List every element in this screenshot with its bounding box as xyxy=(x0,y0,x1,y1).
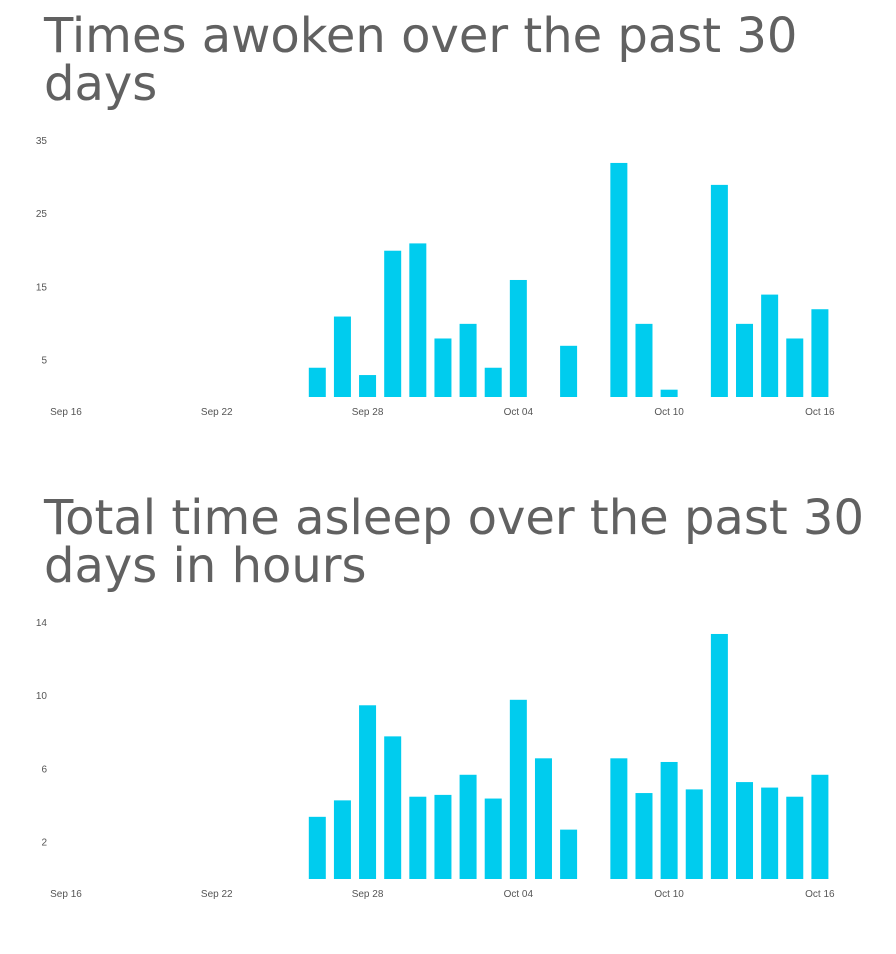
chart-title: Total time asleep over the past 30 days … xyxy=(44,490,864,594)
bar-oct-12 xyxy=(710,184,728,397)
bar-oct-04 xyxy=(509,279,527,397)
bar-oct-10 xyxy=(660,761,678,879)
bar-oct-10 xyxy=(660,389,678,397)
bar-oct-09 xyxy=(635,793,653,879)
bar-oct-15 xyxy=(786,796,804,879)
x-tick-label: Sep 22 xyxy=(201,407,233,418)
bar-oct-09 xyxy=(635,323,653,397)
x-tick-label: Sep 28 xyxy=(352,407,384,418)
bar-oct-06 xyxy=(560,345,578,397)
bar-oct-03 xyxy=(484,798,502,879)
bar-oct-03 xyxy=(484,367,502,397)
bar-sep-29 xyxy=(384,736,402,879)
bar-oct-02 xyxy=(459,323,477,397)
y-tick-label: 14 xyxy=(36,618,48,629)
bar-oct-04 xyxy=(509,699,527,879)
bar-sep-27 xyxy=(333,316,351,397)
x-tick-label: Oct 10 xyxy=(654,407,684,418)
chart-plot-times-awoken: 5 15 25 35 Sep 16 Sep 22 Sep 28 Oct 04 Oct 10 Oct… xyxy=(36,136,835,418)
bar-sep-27 xyxy=(333,800,351,879)
y-tick-label: 15 xyxy=(36,282,48,293)
y-tick-label: 35 xyxy=(36,136,48,147)
y-tick-label: 25 xyxy=(36,209,48,220)
bar-oct-05 xyxy=(534,758,552,879)
bar-sep-28 xyxy=(359,705,377,879)
bar-oct-08 xyxy=(610,758,628,879)
y-tick-label: 2 xyxy=(41,837,47,848)
x-tick-label: Oct 04 xyxy=(504,889,534,900)
x-tick-label: Oct 04 xyxy=(504,407,534,418)
bar-sep-28 xyxy=(359,375,377,397)
bar-sep-30 xyxy=(409,796,427,879)
y-tick-label: 5 xyxy=(41,355,47,366)
bar-oct-01 xyxy=(434,794,452,879)
y-tick-label: 10 xyxy=(36,691,48,702)
bar-oct-13 xyxy=(736,323,754,397)
x-tick-label: Oct 10 xyxy=(654,889,684,900)
bar-sep-30 xyxy=(409,243,427,397)
bar-oct-06 xyxy=(560,829,578,879)
x-tick-label: Sep 16 xyxy=(50,407,82,418)
bar-oct-13 xyxy=(736,782,754,879)
x-tick-label: Sep 28 xyxy=(352,889,384,900)
bar-oct-15 xyxy=(786,338,804,397)
bar-oct-02 xyxy=(459,774,477,879)
x-tick-label: Oct 16 xyxy=(805,889,835,900)
bar-sep-26 xyxy=(308,816,326,879)
bar-oct-01 xyxy=(434,338,452,397)
bar-sep-26 xyxy=(308,367,326,397)
bar-oct-14 xyxy=(761,294,779,397)
bar-sep-29 xyxy=(384,250,402,397)
bar-oct-12 xyxy=(710,633,728,879)
chart-times-awoken: Times awoken over the past 30 days 5 15 25… xyxy=(0,0,896,440)
y-tick-label: 6 xyxy=(41,764,47,775)
bar-oct-14 xyxy=(761,787,779,879)
bar-oct-08 xyxy=(610,162,628,397)
bar-oct-16 xyxy=(811,774,829,879)
bar-oct-11 xyxy=(685,789,703,879)
chart-title: Times awoken over the past 30 days xyxy=(44,8,798,112)
x-tick-label: Sep 22 xyxy=(201,889,233,900)
bar-oct-16 xyxy=(811,309,829,397)
x-tick-label: Oct 16 xyxy=(805,407,835,418)
x-tick-label: Sep 16 xyxy=(50,889,82,900)
